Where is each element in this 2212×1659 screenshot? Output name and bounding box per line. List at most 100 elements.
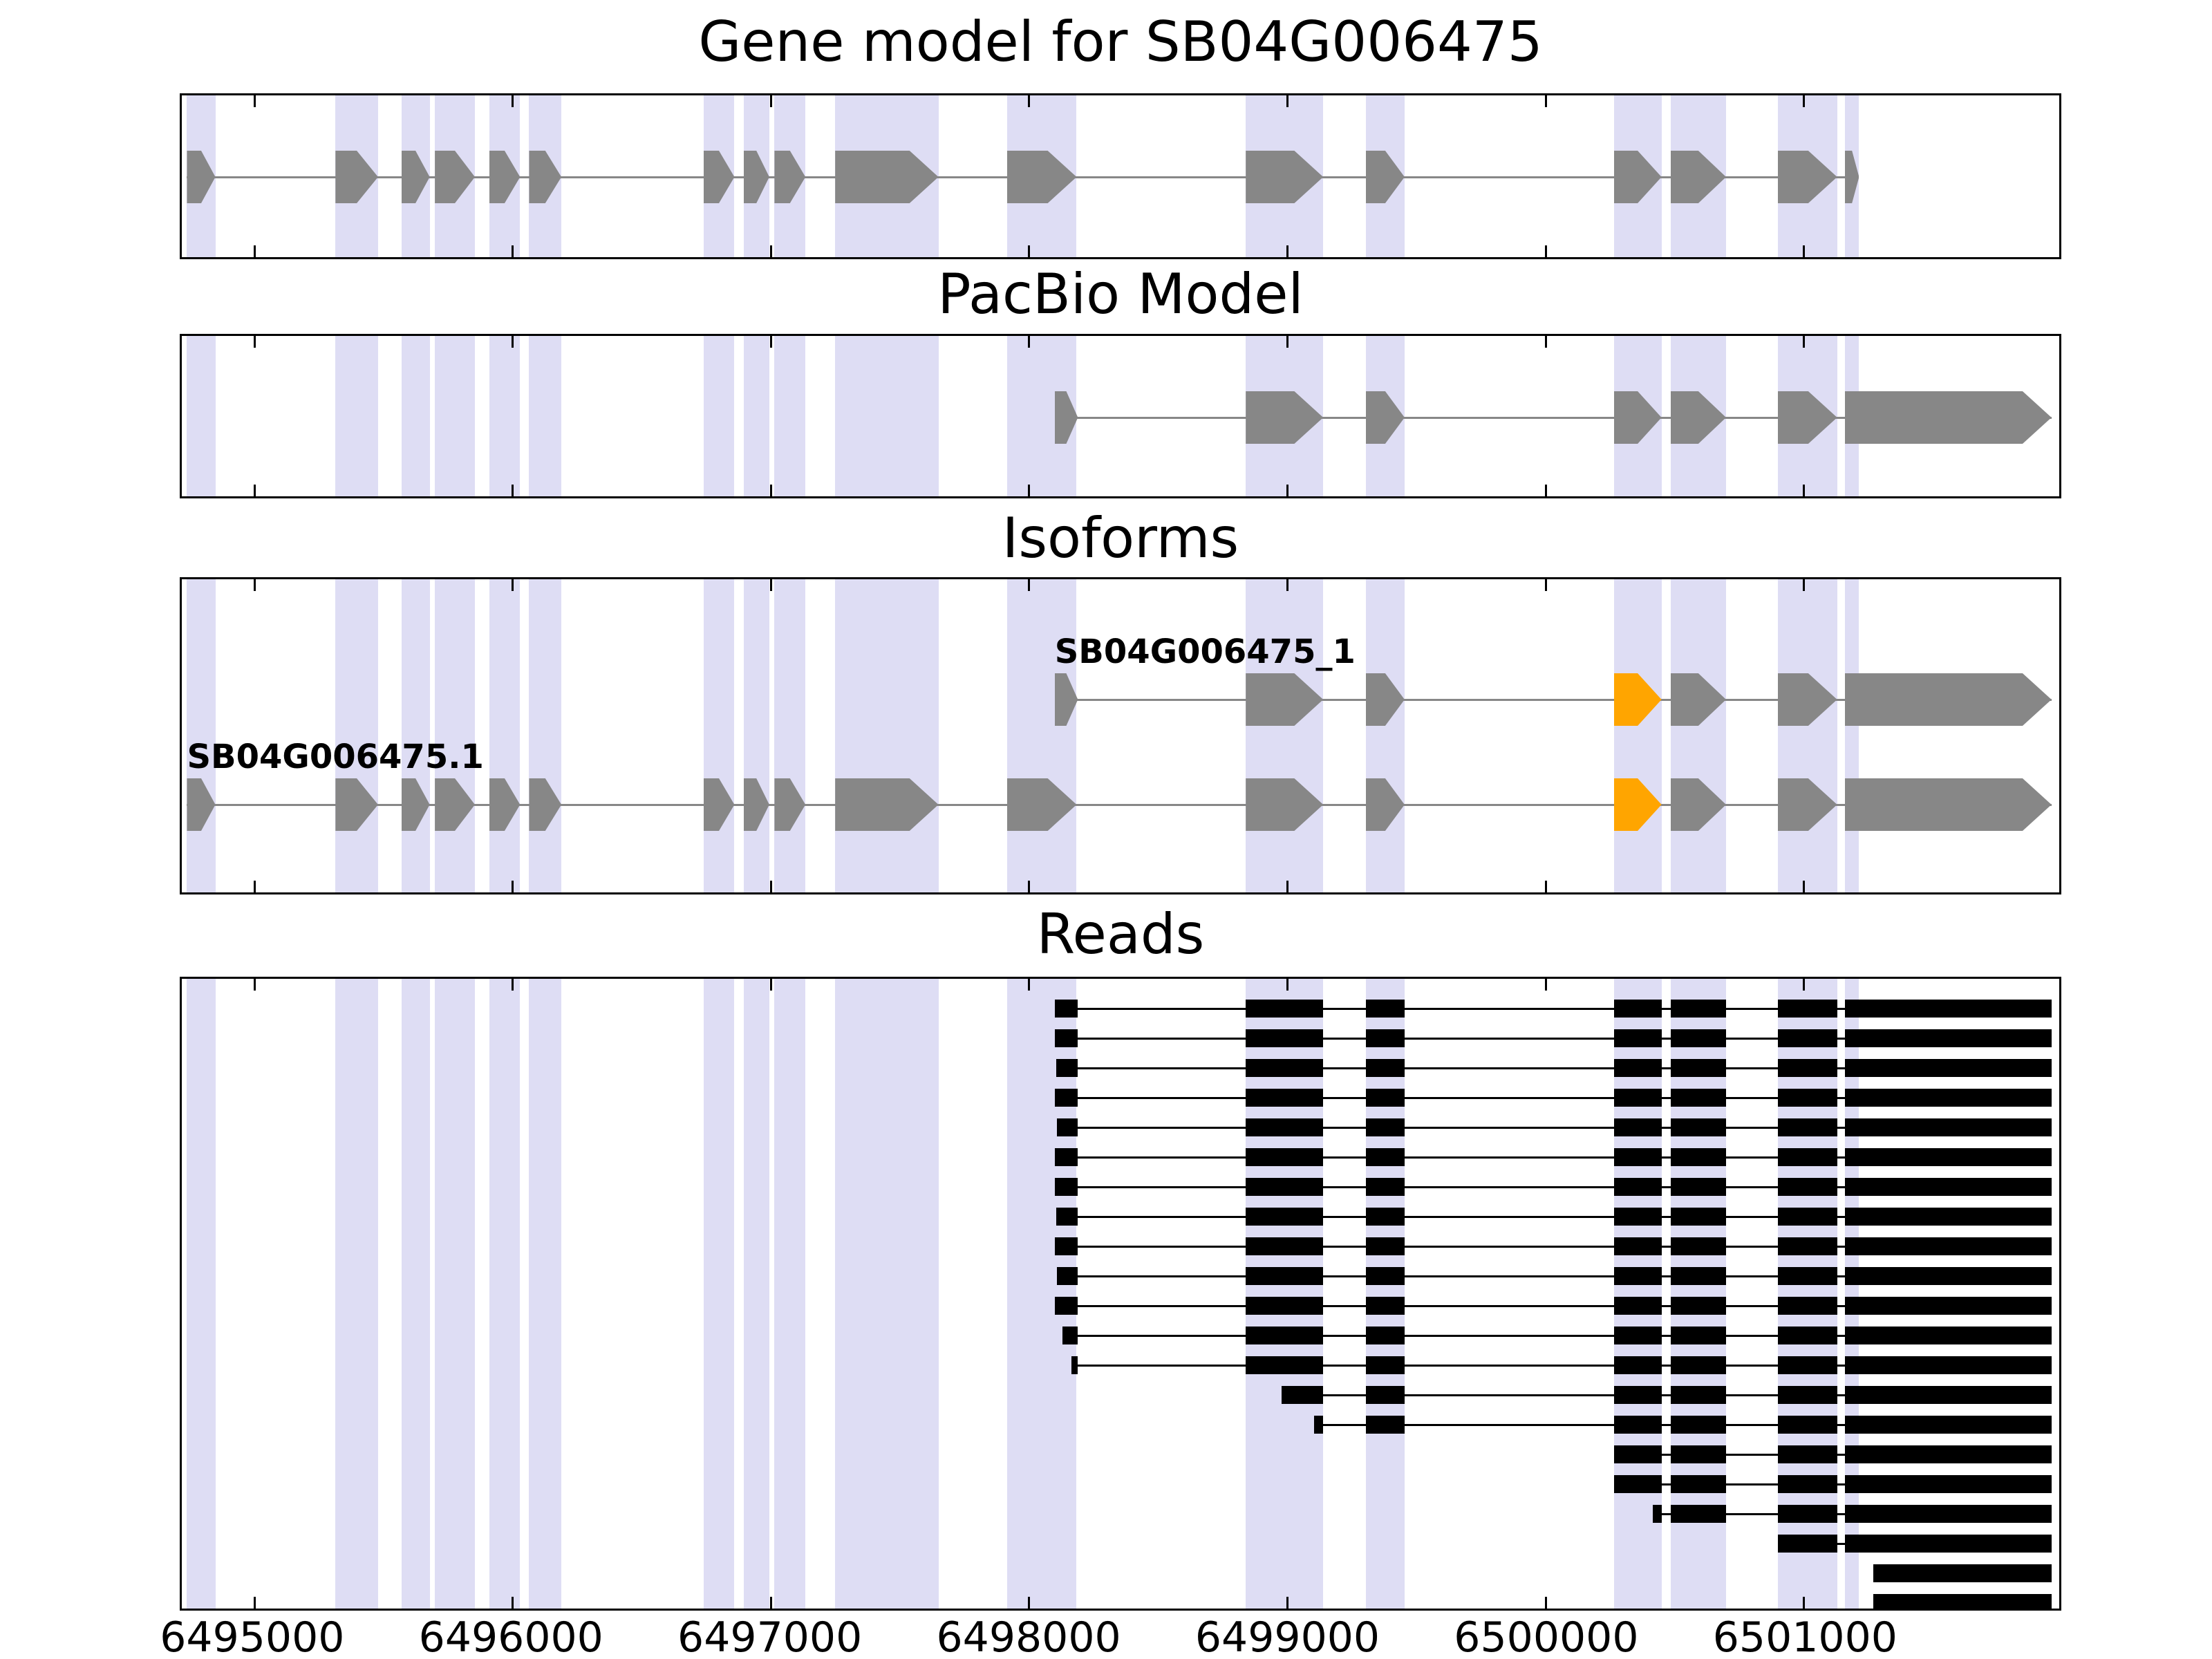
read-exon-block	[1365, 1000, 1405, 1018]
axis-tick	[1286, 485, 1288, 496]
read-exon-block	[1054, 1089, 1078, 1107]
axis-tick	[1028, 1597, 1031, 1609]
read-exon-block	[1071, 1356, 1078, 1374]
read-exon-block	[1613, 1356, 1662, 1374]
read-exon-block	[1777, 1000, 1837, 1018]
read-exon-block	[1777, 1148, 1837, 1166]
axis-tick	[1028, 95, 1031, 107]
read-exon-block	[1365, 1297, 1405, 1315]
read-exon-block	[1365, 1327, 1405, 1344]
read-exon-block	[1777, 1416, 1837, 1434]
isoforms-panel: SB04G006475_1 SB04G006475.1	[180, 577, 2061, 894]
read-exon-block	[1365, 1059, 1405, 1077]
exon-highlight-band	[743, 336, 769, 496]
read-exon-block	[1844, 1029, 2052, 1047]
read-exon-block	[1670, 1089, 1727, 1107]
read-exon-block	[1670, 1416, 1727, 1434]
exon-highlight-band	[335, 579, 378, 892]
axis-tick	[1544, 1597, 1547, 1609]
read-exon-block	[1670, 1237, 1727, 1255]
axis-tick	[253, 579, 256, 591]
read-exon-block	[1670, 1000, 1727, 1018]
read-intron-line	[1056, 1215, 2052, 1218]
exon	[1845, 778, 2052, 831]
exon-highlight-band	[835, 336, 939, 496]
exon-highlight-band	[489, 579, 521, 892]
read-exon-block	[1246, 1118, 1324, 1136]
exon	[1845, 673, 2052, 726]
axis-tick	[1028, 336, 1031, 348]
exon-highlight-band	[1246, 979, 1324, 1609]
read-exon-block	[1613, 1178, 1662, 1196]
x-axis-tick-label: 6495000	[160, 1613, 345, 1659]
read-exon-block	[1844, 1297, 2052, 1315]
axis-tick	[512, 245, 514, 257]
axis-tick	[1803, 881, 1806, 892]
read-exon-block	[1844, 1327, 2052, 1344]
axis-tick	[1803, 95, 1806, 107]
read-exon-block	[1246, 1089, 1324, 1107]
axis-tick	[769, 1597, 772, 1609]
axis-tick	[1803, 336, 1806, 348]
exon-highlight-band	[774, 579, 806, 892]
reads-panel-title: Reads	[1036, 902, 1205, 966]
exon-highlight-band	[703, 336, 735, 496]
read-exon-block	[1652, 1505, 1662, 1523]
axis-tick	[1544, 579, 1547, 591]
exon-highlight-band	[1777, 979, 1837, 1609]
read-exon-block	[1670, 1059, 1727, 1077]
exon-highlight-band	[1613, 579, 1662, 892]
axis-tick	[512, 1597, 514, 1609]
exon-highlight-band	[489, 979, 521, 1609]
read-intron-line	[1054, 1007, 2052, 1010]
axis-tick	[1544, 336, 1547, 348]
read-exon-block	[1670, 1178, 1727, 1196]
read-exon-block	[1246, 1297, 1324, 1315]
x-axis-tick-label: 6498000	[936, 1613, 1121, 1659]
read-exon-block	[1844, 1089, 2052, 1107]
read-exon-block	[1777, 1267, 1837, 1285]
read-exon-block	[1057, 1118, 1078, 1136]
read-exon-block	[1613, 1327, 1662, 1344]
read-exon-block	[1365, 1386, 1405, 1404]
axis-tick	[1286, 979, 1288, 991]
read-exon-block	[1613, 1089, 1662, 1107]
intron-line	[187, 803, 2052, 806]
read-exon-block	[1613, 1118, 1662, 1136]
exon-highlight-band	[1365, 979, 1405, 1609]
axis-tick	[1286, 881, 1288, 892]
read-exon-block	[1777, 1386, 1837, 1404]
read-exon-block	[1246, 1178, 1324, 1196]
axis-tick	[512, 485, 514, 496]
read-intron-line	[1062, 1334, 2052, 1337]
read-exon-block	[1246, 1148, 1324, 1166]
read-exon-block	[1670, 1475, 1727, 1493]
axis-tick	[1544, 95, 1547, 107]
read-exon-block	[1613, 1386, 1662, 1404]
exon-highlight-band	[187, 336, 216, 496]
exon-highlight-band	[435, 979, 476, 1609]
axis-tick	[1028, 485, 1031, 496]
read-exon-block	[1873, 1564, 2052, 1582]
read-intron-line	[1057, 1126, 2052, 1129]
exon-highlight-band	[1006, 579, 1077, 892]
axis-tick	[1028, 579, 1031, 591]
read-exon-block	[1670, 1208, 1727, 1226]
read-exon-block	[1670, 1267, 1727, 1285]
read-exon-block	[1246, 1208, 1324, 1226]
exon-highlight-band	[401, 579, 430, 892]
read-exon-block	[1844, 1386, 2052, 1404]
exon-highlight-band	[835, 579, 939, 892]
read-exon-block	[1054, 1029, 1078, 1047]
read-exon-block	[1844, 1059, 2052, 1077]
axis-tick	[769, 979, 772, 991]
exon-highlight-band	[1246, 579, 1324, 892]
exon-highlight-band	[401, 336, 430, 496]
x-axis-tick-label: 6497000	[677, 1613, 863, 1659]
gene-model-panel	[180, 93, 2061, 259]
read-exon-block	[1613, 1416, 1662, 1434]
read-exon-block	[1670, 1327, 1727, 1344]
exon-highlight-band	[435, 579, 476, 892]
read-exon-block	[1365, 1089, 1405, 1107]
read-intron-line	[1057, 1275, 2052, 1277]
